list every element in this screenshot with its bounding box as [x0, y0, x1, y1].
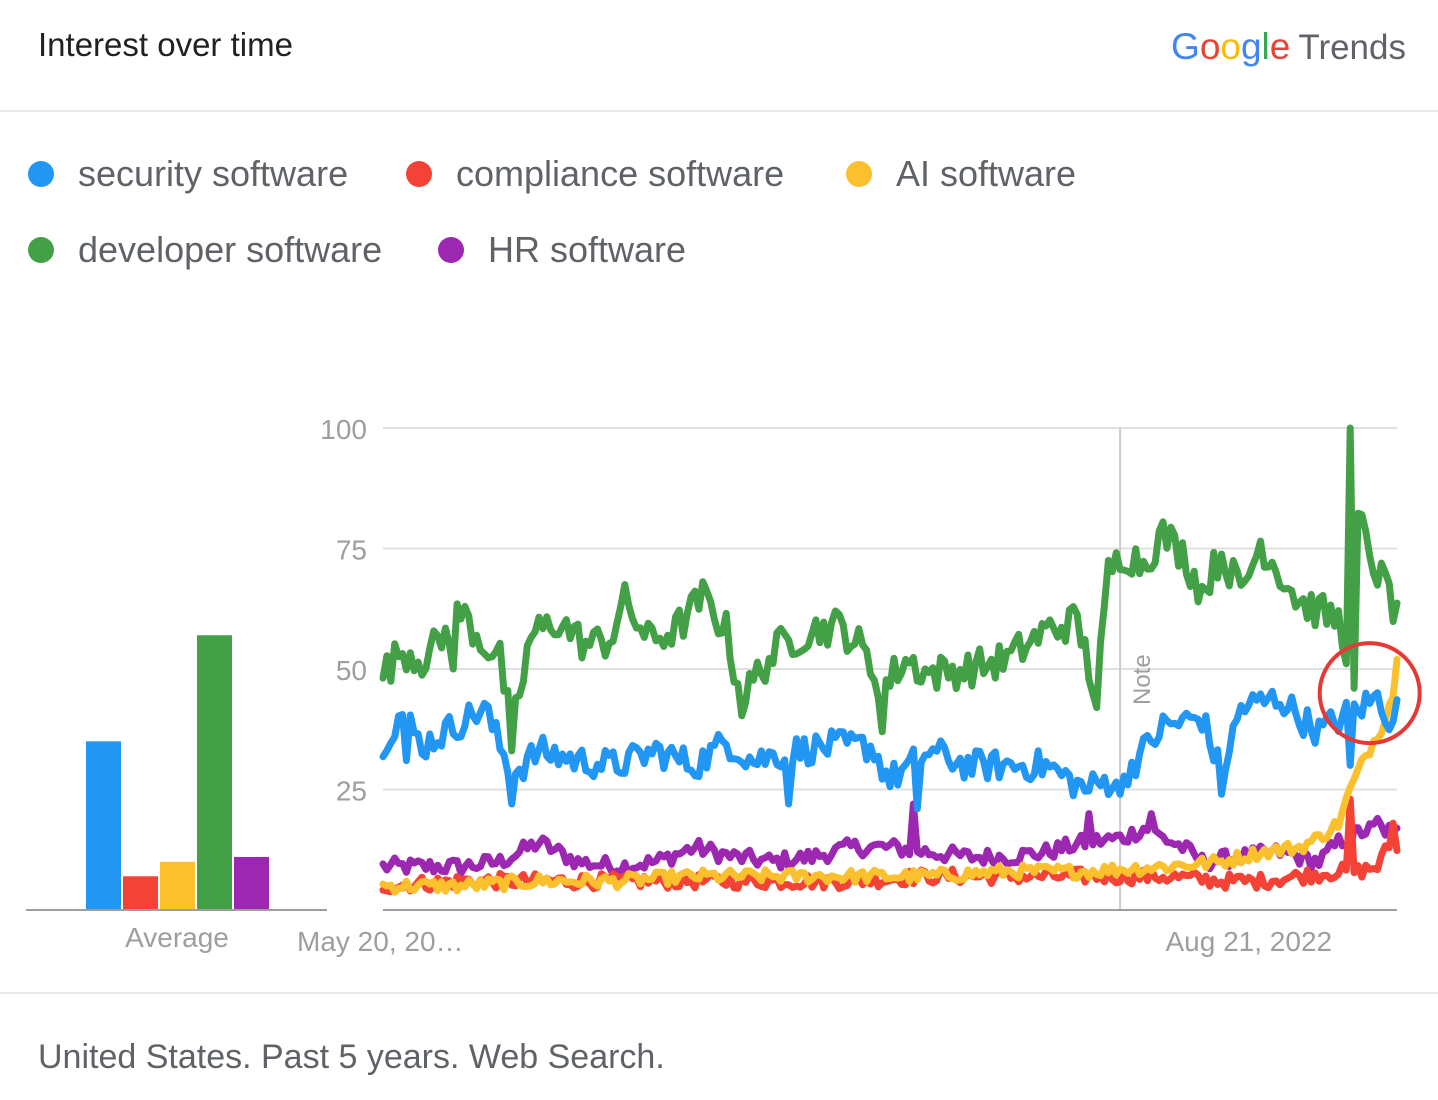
- legend-item-security-software[interactable]: security software: [28, 153, 349, 194]
- average-bar-hr-software: [234, 856, 269, 910]
- logo-letter-e: e: [1269, 26, 1291, 67]
- legend-dot-developer-software: [28, 237, 54, 263]
- logo-letter-l: l: [1261, 26, 1270, 67]
- legend-dot-hr-software: [438, 237, 464, 263]
- interest-chart: 25 50 75 100 Note May 20, 20… Aug 21, 2022 Aver…: [26, 414, 1422, 957]
- series-line-hr-software: [379, 800, 1401, 878]
- average-label: Average: [125, 922, 229, 953]
- legend-label-compliance-software: compliance software: [456, 153, 785, 194]
- legend-label-ai-software: AI software: [896, 153, 1077, 194]
- legend-dot-security-software: [28, 161, 54, 187]
- y-tick-label-75: 75: [336, 535, 367, 566]
- series-line-developer-software: [379, 424, 1401, 755]
- card-title: Interest over time: [38, 26, 293, 63]
- logo-product-name: Trends: [1298, 28, 1406, 67]
- x-tick-label-end: Aug 21, 2022: [1166, 926, 1333, 957]
- legend-dot-ai-software: [846, 161, 872, 187]
- note-marker-label: Note: [1129, 654, 1156, 705]
- legend-label-security-software: security software: [78, 153, 349, 194]
- average-bar-security-software: [86, 741, 121, 910]
- card-header: Interest over time Google Trends: [0, 0, 1438, 112]
- logo-letter-o1: o: [1199, 26, 1221, 67]
- legend-item-compliance-software[interactable]: compliance software: [406, 153, 785, 194]
- average-bar-compliance-software: [123, 876, 158, 910]
- average-bar-developer-software: [197, 635, 232, 910]
- footer-divider: [0, 992, 1438, 994]
- y-tick-label-50: 50: [336, 655, 367, 686]
- legend-item-developer-software[interactable]: developer software: [28, 229, 383, 270]
- average-bar-ai-software: [160, 861, 195, 910]
- y-tick-label-100: 100: [320, 414, 367, 445]
- footer-caption: United States. Past 5 years. Web Search.: [38, 1038, 665, 1076]
- legend-dot-compliance-software: [406, 161, 432, 187]
- legend-item-hr-software[interactable]: HR software: [438, 229, 687, 270]
- highlight-circle: [1317, 641, 1422, 746]
- legend-label-hr-software: HR software: [488, 229, 687, 270]
- logo-letter-g2: g: [1240, 26, 1262, 67]
- series-line-ai-software: [379, 655, 1401, 896]
- x-tick-label-start: May 20, 20…: [297, 926, 464, 957]
- y-tick-label-25: 25: [336, 776, 367, 807]
- legend-item-ai-software[interactable]: AI software: [846, 153, 1077, 194]
- legend-label-developer-software: developer software: [78, 229, 383, 270]
- logo-letter-o2: o: [1220, 26, 1241, 67]
- series-line-security-software: [379, 687, 1401, 813]
- google-trends-logo: Google Trends: [1171, 26, 1406, 68]
- logo-letter-g: G: [1171, 26, 1200, 67]
